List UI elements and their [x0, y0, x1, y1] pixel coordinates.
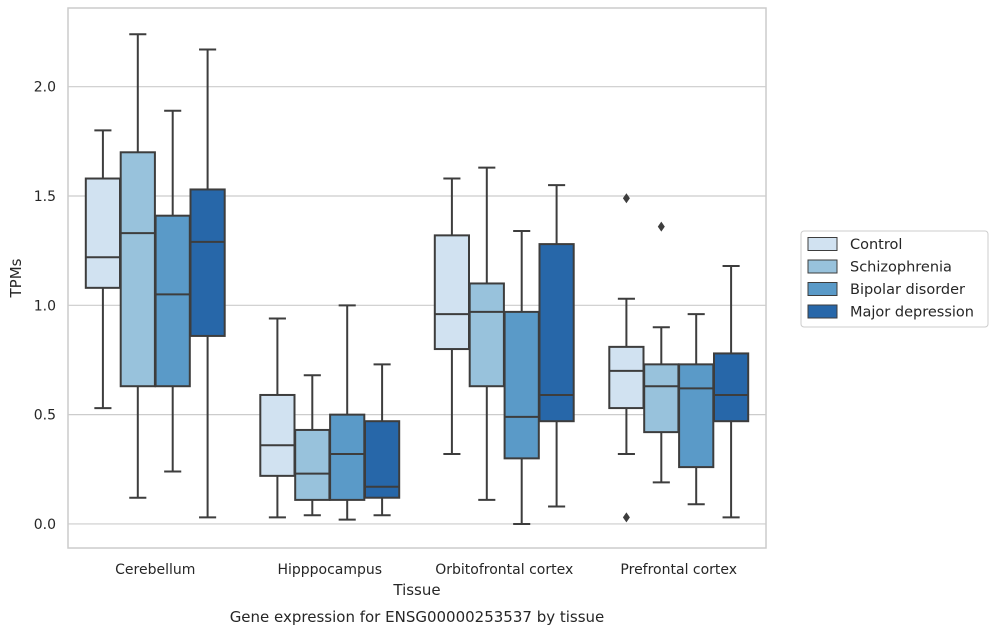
box-1-2 — [329, 304, 366, 521]
box-3-2 — [678, 313, 715, 506]
box-0-0 — [84, 129, 122, 410]
y-tick-label: 0.0 — [34, 517, 56, 533]
x-tick-label: Hipppocampus — [277, 562, 382, 578]
box-body — [468, 282, 505, 388]
legend-entry: Control — [807, 237, 902, 253]
legend-label: Bipolar disorder — [850, 282, 965, 298]
box-body — [189, 188, 226, 337]
x-tick-label: Orbitofrontal cortex — [435, 562, 573, 578]
box-body — [84, 177, 122, 289]
box-2-3 — [538, 184, 575, 508]
legend: Control Schizophrenia Bipolar disorder Majo… — [800, 230, 989, 328]
x-tick-label: Prefrontal cortex — [620, 562, 737, 578]
legend-entry: Major depression — [807, 304, 974, 321]
box-body — [433, 234, 471, 351]
box-3-1 — [643, 221, 680, 484]
legend-label: Schizophrenia — [850, 260, 952, 276]
box-body — [643, 363, 680, 434]
box-body — [363, 420, 401, 499]
box-0-2 — [154, 109, 191, 473]
legend-label: Control — [850, 237, 902, 253]
box-body — [119, 151, 156, 388]
outlier-point — [657, 221, 665, 232]
box-1-3 — [363, 363, 401, 517]
box-2-1 — [468, 166, 505, 501]
y-tick-label: 2.0 — [34, 80, 56, 96]
figure-caption: Gene expression for ENSG00000253537 by t… — [230, 608, 605, 626]
legend-swatch — [807, 259, 838, 274]
legend-swatch — [807, 237, 838, 251]
outlier-point — [622, 193, 630, 204]
legend-swatch — [807, 282, 838, 296]
outlier-point — [622, 512, 630, 523]
y-axis-label: TPMs — [7, 258, 25, 298]
box-body — [608, 345, 645, 410]
box-body — [538, 243, 575, 423]
boxes-group — [84, 33, 750, 525]
box-3-3 — [712, 264, 750, 519]
box-2-0 — [433, 177, 471, 455]
x-tick-label: Cerebellum — [115, 562, 195, 578]
x-tick-labels: Cerebellum Hipppocampus Orbitofrontal cort… — [115, 562, 737, 578]
box-body — [329, 413, 366, 501]
legend-label: Major depression — [850, 305, 974, 321]
box-body — [294, 428, 331, 501]
box-body — [678, 363, 715, 469]
box-1-1 — [294, 374, 331, 517]
box-2-2 — [503, 229, 540, 525]
legend-swatch — [807, 304, 838, 319]
box-body — [259, 393, 296, 477]
y-tick-label: 1.0 — [34, 298, 56, 314]
legend-frame — [800, 230, 989, 328]
y-tick-label: 0.5 — [34, 408, 56, 424]
y-tick-labels: 0.0 0.5 1.0 1.5 2.0 — [34, 80, 56, 533]
box-body — [154, 214, 191, 388]
legend-entry: Bipolar disorder — [807, 282, 965, 298]
box-0-3 — [189, 48, 226, 519]
box-body — [503, 310, 540, 460]
x-axis-label: Tissue — [392, 581, 440, 599]
y-tick-label: 1.5 — [34, 189, 56, 205]
legend-entry: Schizophrenia — [807, 259, 952, 276]
box-body — [712, 352, 750, 423]
